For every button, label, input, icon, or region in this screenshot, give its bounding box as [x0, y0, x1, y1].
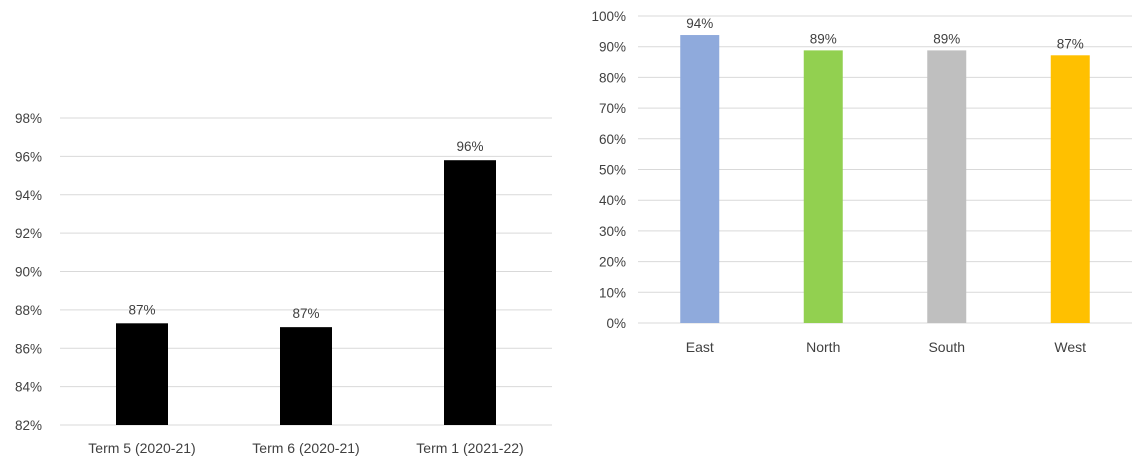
y-tick-label: 98% [15, 111, 42, 126]
data-label: 87% [128, 302, 155, 317]
y-tick-label: 90% [15, 265, 42, 280]
category-label: North [806, 339, 840, 355]
y-tick-label: 70% [599, 101, 626, 116]
y-tick-label: 82% [15, 418, 42, 433]
y-tick-label: 92% [15, 226, 42, 241]
bar [444, 160, 496, 425]
data-label: 94% [686, 16, 713, 31]
y-tick-label: 100% [591, 9, 626, 24]
data-label: 89% [933, 31, 960, 46]
term-attendance-chart: 82% 84% 86% 88% 90% 92% 94% 96% 98% 87% Term 5 (20… [15, 111, 552, 456]
bar [116, 323, 168, 425]
y-tick-label: 84% [15, 380, 42, 395]
y-tick-label: 40% [599, 193, 626, 208]
bar [1050, 55, 1090, 324]
y-tick-label: 10% [599, 285, 626, 300]
category-label: South [928, 339, 965, 355]
y-tick-label: 0% [606, 316, 626, 331]
y-tick-label: 30% [599, 224, 626, 239]
category-label: Term 5 (2020-21) [88, 440, 195, 456]
y-tick-label: 80% [599, 70, 626, 85]
region-attendance-chart: 0% 10% 20% 30% 40% 50% 60% 70% 80% 90% 100% 94% East… [591, 9, 1132, 355]
y-tick-label: 50% [599, 163, 626, 178]
y-tick-label: 20% [599, 255, 626, 270]
y-tick-label: 88% [15, 303, 42, 318]
bar [927, 50, 967, 323]
y-tick-label: 96% [15, 149, 42, 164]
category-label: West [1054, 339, 1086, 355]
y-tick-label: 90% [599, 40, 626, 55]
data-label: 89% [810, 31, 837, 46]
bar [803, 50, 843, 323]
data-label: 87% [292, 306, 319, 321]
category-label: East [686, 339, 714, 355]
bar [280, 327, 332, 425]
y-tick-label: 60% [599, 132, 626, 147]
y-tick-label: 86% [15, 341, 42, 356]
category-label: Term 1 (2021-22) [416, 440, 523, 456]
bar [680, 35, 720, 324]
category-label: Term 6 (2020-21) [252, 440, 359, 456]
y-tick-label: 94% [15, 188, 42, 203]
data-label: 87% [1057, 36, 1084, 51]
data-label: 96% [456, 139, 483, 154]
